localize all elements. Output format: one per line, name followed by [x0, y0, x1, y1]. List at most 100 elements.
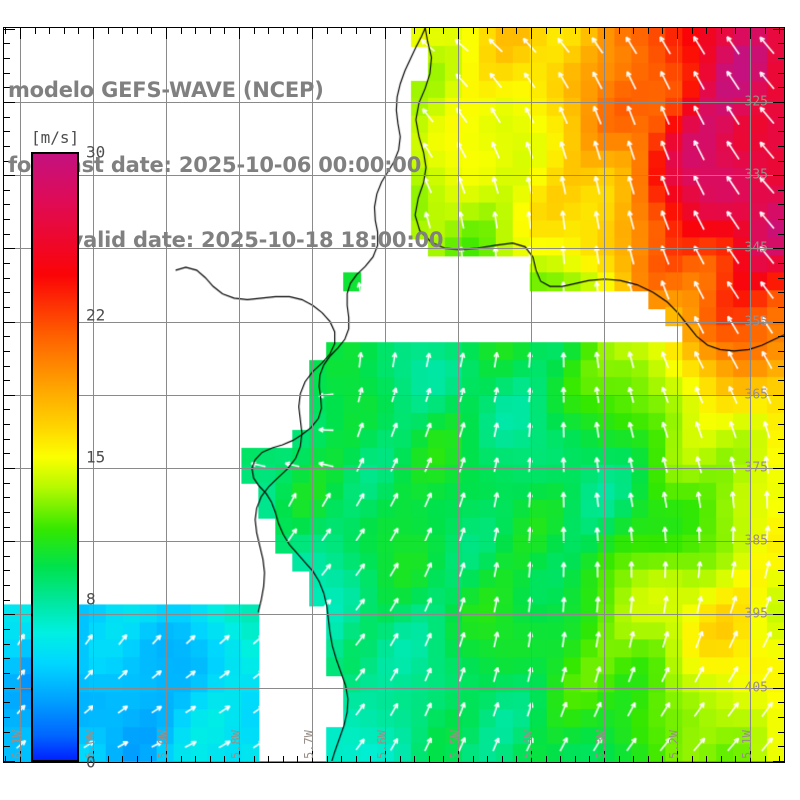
axis-tick — [604, 751, 605, 762]
axis-tick — [619, 28, 620, 34]
axis-tick — [778, 58, 784, 59]
axis-tick — [4, 175, 15, 176]
axis-tick — [778, 278, 784, 279]
axis-tick — [356, 28, 357, 34]
colorbar-tick-label: 22 — [86, 305, 106, 325]
axis-tick — [560, 28, 561, 34]
axis-tick — [239, 28, 240, 39]
axis-tick — [151, 28, 152, 34]
axis-tick — [4, 409, 10, 410]
axis-tick — [385, 751, 386, 762]
axis-tick — [773, 395, 784, 396]
gridline-horizontal — [4, 468, 784, 469]
axis-tick — [4, 102, 15, 103]
longitude-tick-label: 5.7W — [302, 730, 316, 759]
longitude-tick-label: 5.6W — [375, 730, 389, 759]
axis-tick — [575, 28, 576, 34]
axis-tick — [400, 28, 401, 34]
longitude-tick-label: 5.2W — [667, 730, 681, 759]
axis-tick — [721, 28, 722, 34]
axis-tick — [181, 28, 182, 34]
axis-tick — [502, 28, 503, 34]
axis-tick — [4, 658, 10, 659]
axis-tick — [778, 131, 784, 132]
axis-tick — [4, 248, 15, 249]
axis-tick — [778, 629, 784, 630]
axis-tick — [4, 351, 10, 352]
axis-tick — [312, 751, 313, 762]
axis-tick — [750, 751, 751, 762]
axis-tick — [5, 28, 6, 34]
axis-tick — [4, 570, 10, 571]
gridline-horizontal — [4, 322, 784, 323]
axis-tick — [4, 644, 10, 645]
axis-tick — [778, 263, 784, 264]
axis-tick — [385, 28, 386, 39]
axis-tick — [778, 87, 784, 88]
axis-tick — [4, 761, 15, 762]
axis-tick — [560, 756, 561, 762]
title-block: modelo GEFS-WAVE (NCEP) forecast date: 2… — [8, 28, 505, 303]
valid-date: valid date: 2025-10-18 18:00:00 — [69, 228, 444, 252]
axis-tick — [20, 28, 21, 39]
axis-tick — [4, 87, 10, 88]
axis-tick — [778, 336, 784, 337]
axis-tick — [166, 28, 167, 39]
gridline-horizontal — [4, 395, 784, 396]
axis-tick — [633, 28, 634, 34]
axis-tick — [4, 497, 10, 498]
axis-tick — [692, 28, 693, 34]
axis-tick — [195, 28, 196, 34]
axis-tick — [4, 263, 10, 264]
axis-tick — [773, 541, 784, 542]
axis-tick — [765, 28, 766, 34]
axis-tick — [4, 278, 10, 279]
axis-tick — [400, 756, 401, 762]
axis-tick — [473, 756, 474, 762]
axis-tick — [778, 146, 784, 147]
axis-tick — [778, 366, 784, 367]
axis-tick — [575, 756, 576, 762]
axis-tick — [778, 644, 784, 645]
longitude-tick-label: 5.1W — [740, 730, 754, 759]
axis-tick — [778, 424, 784, 425]
axis-tick — [604, 28, 605, 39]
axis-tick — [502, 756, 503, 762]
axis-tick — [181, 756, 182, 762]
axis-tick — [778, 702, 784, 703]
axis-tick — [4, 146, 10, 147]
axis-tick — [4, 380, 10, 381]
axis-tick — [4, 512, 10, 513]
colorbar — [31, 152, 79, 762]
axis-tick — [4, 161, 10, 162]
axis-tick — [122, 28, 123, 34]
axis-tick — [662, 28, 663, 34]
map-plot-area[interactable]: 325 335 345 355 365 375 385 395 405 6.1W 6.0W 5.9W… — [3, 27, 785, 763]
axis-tick — [4, 322, 15, 323]
axis-tick — [778, 161, 784, 162]
axis-tick — [778, 439, 784, 440]
axis-tick — [778, 234, 784, 235]
axis-tick — [370, 756, 371, 762]
axis-tick — [5, 756, 6, 762]
axis-tick — [778, 73, 784, 74]
latitude-tick-label: 335 — [744, 167, 768, 183]
axis-tick — [254, 756, 255, 762]
axis-tick — [778, 43, 784, 44]
axis-tick — [773, 761, 784, 762]
latitude-tick-label: 375 — [744, 460, 768, 476]
axis-tick — [312, 28, 313, 39]
axis-tick — [516, 28, 517, 34]
latitude-tick-label: 325 — [744, 94, 768, 110]
axis-tick — [341, 756, 342, 762]
axis-tick — [4, 219, 10, 220]
axis-tick — [4, 585, 10, 586]
axis-tick — [4, 204, 10, 205]
axis-tick — [4, 629, 10, 630]
latitude-tick-label: 345 — [744, 240, 768, 256]
axis-tick — [4, 746, 10, 747]
axis-tick — [224, 756, 225, 762]
axis-tick — [4, 556, 10, 557]
axis-tick — [78, 28, 79, 34]
axis-tick — [773, 688, 784, 689]
